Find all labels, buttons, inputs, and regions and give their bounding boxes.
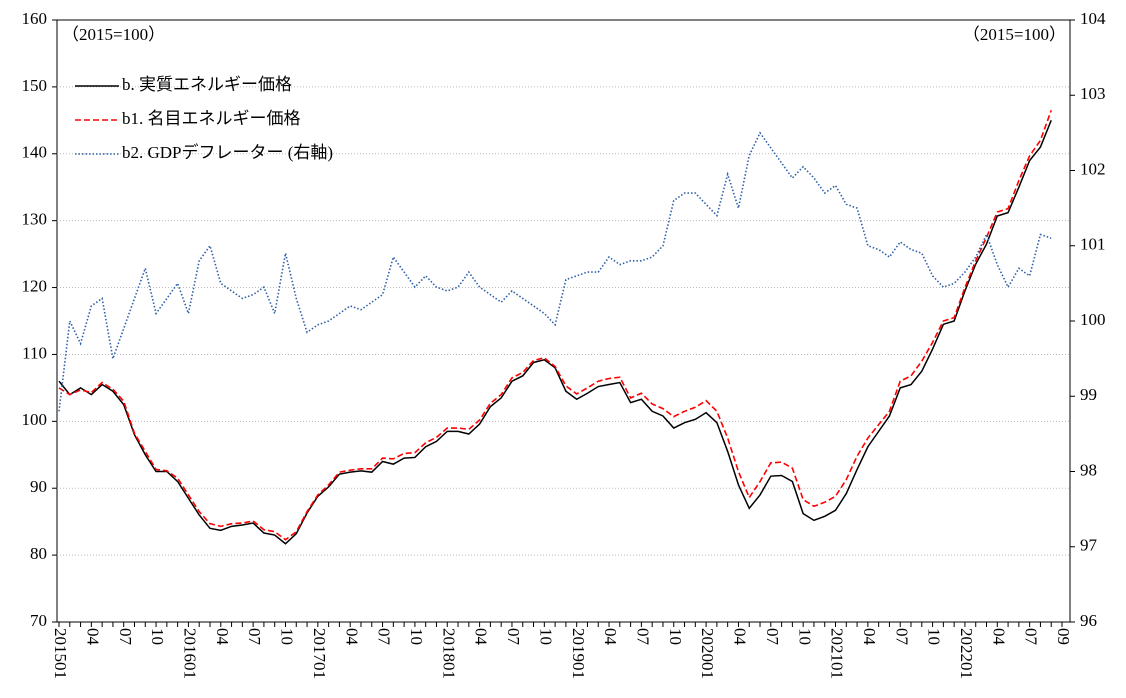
x-tick-label: 09 — [1054, 628, 1073, 645]
x-tick-label: 04 — [213, 628, 232, 646]
x-tick-label: 07 — [633, 628, 652, 646]
y2-tick-label: 98 — [1080, 460, 1097, 479]
y-tick-label: 100 — [22, 410, 48, 429]
x-tick-label: 202101 — [828, 628, 847, 679]
x-tick-label: 07 — [375, 628, 394, 646]
x-tick-label: 07 — [245, 628, 264, 646]
x-tick-label: 07 — [1022, 628, 1041, 646]
x-tick-label: 04 — [601, 628, 620, 646]
legend-label: b1. 名目エネルギー価格 — [122, 109, 301, 128]
x-tick-label: 10 — [536, 628, 555, 645]
y-tick-label: 110 — [22, 343, 47, 362]
y-tick-label: 130 — [22, 210, 48, 229]
x-tick-label: 201801 — [439, 628, 458, 679]
x-tick-label: 04 — [731, 628, 750, 646]
x-tick-label: 04 — [989, 628, 1008, 646]
y-tick-label: 140 — [22, 143, 48, 162]
y-tick-label: 90 — [30, 477, 47, 496]
y-tick-label: 150 — [22, 76, 48, 95]
x-tick-label: 04 — [342, 628, 361, 646]
y2-tick-label: 100 — [1080, 310, 1106, 329]
y2-tick-label: 97 — [1080, 536, 1098, 555]
y2-tick-label: 102 — [1080, 159, 1106, 178]
x-tick-label: 07 — [116, 628, 135, 646]
x-tick-label: 201501 — [51, 628, 70, 679]
x-tick-label: 10 — [278, 628, 297, 645]
x-tick-label: 202201 — [957, 628, 976, 679]
x-tick-label: 07 — [892, 628, 911, 646]
y2-tick-label: 99 — [1080, 385, 1097, 404]
x-tick-label: 202001 — [698, 628, 717, 679]
legend-label: b2. GDPデフレーター (右軸) — [122, 142, 333, 162]
x-tick-label: 04 — [83, 628, 102, 646]
series-line — [58, 120, 1052, 545]
x-tick-label: 07 — [763, 628, 782, 646]
series-line — [58, 110, 1052, 541]
x-tick-label: 10 — [407, 628, 426, 645]
annotation: （2015=100） — [963, 25, 1066, 44]
y-tick-label: 120 — [22, 276, 48, 295]
x-tick-label: 10 — [148, 628, 167, 645]
x-tick-label: 04 — [472, 628, 491, 646]
x-tick-label: 10 — [795, 628, 814, 645]
x-tick-label: 10 — [666, 628, 685, 645]
x-tick-label: 07 — [504, 628, 523, 646]
y2-tick-label: 96 — [1080, 611, 1097, 630]
y-tick-label: 70 — [30, 611, 47, 630]
y2-tick-label: 104 — [1080, 9, 1106, 28]
x-tick-label: 201601 — [181, 628, 200, 679]
y-tick-label: 160 — [22, 9, 48, 28]
series-line — [58, 131, 1052, 412]
y2-tick-label: 103 — [1080, 84, 1106, 103]
x-tick-label: 04 — [860, 628, 879, 646]
x-tick-label: 201901 — [569, 628, 588, 679]
x-tick-label: 201701 — [310, 628, 329, 679]
y2-tick-label: 101 — [1080, 235, 1106, 254]
legend-label: b. 実質エネルギー価格 — [122, 75, 292, 94]
x-tick-label: 10 — [925, 628, 944, 645]
y-tick-label: 80 — [30, 544, 47, 563]
annotation: （2015=100） — [62, 25, 165, 44]
